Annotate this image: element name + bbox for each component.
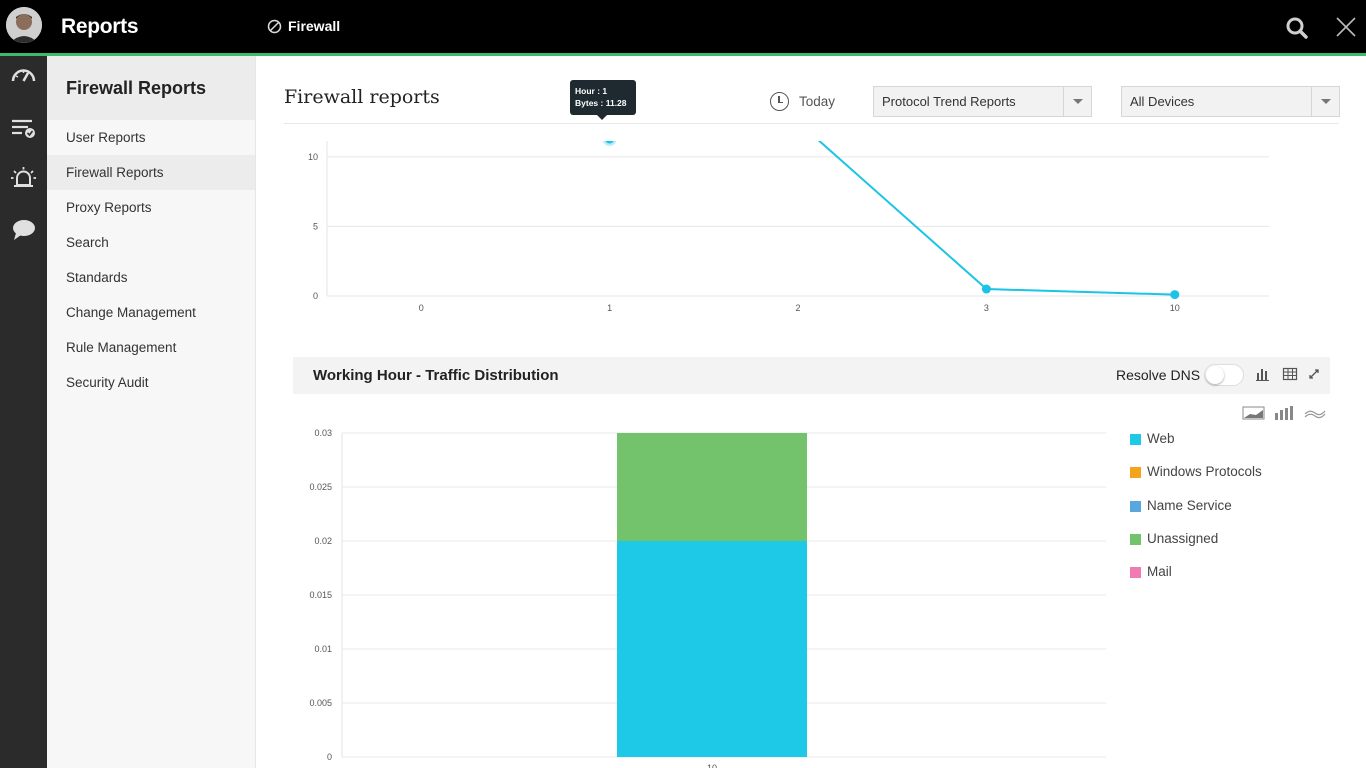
series-line [817, 141, 1175, 296]
header-divider [284, 123, 1339, 124]
bar-segment-unassigned [617, 433, 807, 541]
y-tick-label: 0.005 [309, 698, 332, 708]
legend-label: Name Service [1147, 497, 1232, 513]
sidebar-item-security-audit[interactable]: Security Audit [66, 375, 149, 390]
sidebar-item-search[interactable]: Search [66, 235, 109, 250]
reports-list-icon[interactable] [10, 115, 37, 142]
section-header: Working Hour - Traffic Distribution Reso… [293, 357, 1330, 394]
top-bar: Reports Firewall [0, 0, 1366, 56]
y-tick-label: 0 [327, 752, 332, 762]
breadcrumb-label: Firewall [288, 18, 341, 34]
resolve-dns-label: Resolve DNS [1116, 367, 1201, 383]
main-content: Firewall reports Today Protocol Trend Re… [256, 59, 1366, 768]
clock-icon [770, 92, 789, 111]
y-tick-label: 0 [313, 291, 318, 301]
page-title: Firewall reports [284, 86, 440, 108]
x-tick-label: 0 [419, 303, 424, 313]
legend-swatch [1130, 434, 1141, 445]
search-icon[interactable] [1285, 16, 1309, 40]
legend-label: Mail [1147, 564, 1172, 580]
y-tick-label: 0.01 [314, 644, 332, 654]
legend-item-mail[interactable]: Mail [1130, 564, 1262, 597]
legend-label: Unassigned [1147, 530, 1219, 546]
breadcrumb[interactable]: Firewall [267, 18, 340, 34]
x-tick-label: 10 [1170, 303, 1180, 313]
toggle-knob [1206, 366, 1224, 384]
sidebar-menu: User Reports Firewall Reports Proxy Repo… [47, 120, 255, 400]
device-select[interactable]: All Devices [1121, 86, 1340, 117]
chevron-down-icon [1063, 87, 1091, 116]
legend-swatch [1130, 567, 1141, 579]
period-label: Today [799, 94, 836, 109]
y-tick-label: 0.015 [309, 590, 332, 600]
sidebar-item-user-reports[interactable]: User Reports [66, 130, 146, 145]
bar-chart-icon[interactable] [1255, 366, 1271, 382]
y-tick-label: 5 [313, 221, 318, 231]
x-tick-label: 2 [795, 303, 800, 313]
sidebar-item-rule-management[interactable]: Rule Management [66, 340, 177, 355]
alarm-icon[interactable] [10, 165, 37, 192]
legend-item-windows-protocols[interactable]: Windows Protocols [1130, 464, 1262, 497]
report-type-select[interactable]: Protocol Trend Reports [873, 86, 1092, 117]
tooltip-bytes: Bytes : 11.28 [575, 98, 627, 108]
stacked-bar-icon[interactable] [1274, 405, 1296, 421]
data-point [605, 141, 614, 144]
chevron-down-icon [1311, 87, 1339, 116]
user-avatar[interactable] [6, 7, 42, 43]
bar-segment-web [617, 541, 807, 757]
firewall-icon [267, 19, 282, 33]
device-value: All Devices [1130, 94, 1195, 109]
dashboard-icon[interactable] [10, 62, 37, 89]
sidebar-item-proxy-reports[interactable]: Proxy Reports [66, 200, 152, 215]
data-point [981, 284, 991, 294]
data-point [1170, 290, 1180, 300]
close-icon[interactable] [1334, 15, 1358, 39]
y-tick-label: 0.02 [314, 536, 332, 546]
tooltip-hour: Hour : 1 [575, 86, 608, 96]
table-icon[interactable] [1282, 366, 1298, 382]
resolve-dns-toggle[interactable] [1204, 364, 1244, 386]
legend-item-unassigned[interactable]: Unassigned [1130, 531, 1262, 564]
legend-item-web[interactable]: Web [1130, 431, 1262, 464]
app-title: Reports [61, 15, 139, 38]
x-tick-label: 1 [607, 303, 612, 313]
chat-icon[interactable] [10, 217, 37, 244]
sidebar-item-standards[interactable]: Standards [66, 270, 128, 285]
chart-legend: Web Windows Protocols Name Service Unass… [1130, 431, 1262, 597]
sidebar-item-firewall-reports[interactable]: Firewall Reports [47, 155, 255, 190]
legend-swatch [1130, 500, 1141, 512]
sidebar-title: Firewall Reports [47, 56, 255, 120]
line-chart: 0 5 10 0 1 2 3 10 [308, 141, 1269, 313]
section-title: Working Hour - Traffic Distribution [313, 367, 559, 384]
y-tick-label: 10 [308, 152, 318, 162]
x-tick-label: 10 [707, 763, 717, 768]
report-type-value: Protocol Trend Reports [882, 94, 1016, 109]
legend-swatch [1130, 533, 1141, 545]
legend-swatch [1130, 467, 1141, 479]
area-chart-icon[interactable] [1242, 405, 1266, 421]
period-selector[interactable]: Today [770, 92, 835, 111]
expand-icon[interactable] [1306, 366, 1322, 382]
y-tick-label: 0.03 [314, 428, 332, 438]
stream-chart-icon[interactable] [1304, 405, 1326, 421]
legend-item-name-service[interactable]: Name Service [1130, 498, 1262, 531]
x-tick-label: 3 [984, 303, 989, 313]
sidebar: Firewall Reports User Reports Firewall R… [47, 56, 256, 768]
legend-label: Windows Protocols [1147, 464, 1262, 480]
y-tick-label: 0.025 [309, 482, 332, 492]
icon-rail [0, 56, 47, 768]
hover-halo [602, 141, 617, 147]
sidebar-item-change-management[interactable]: Change Management [66, 305, 196, 320]
legend-label: Web [1147, 431, 1175, 446]
stacked-bar-chart: 0 0.005 0.01 0.015 0.02 0.025 0.03 10 [309, 428, 1106, 768]
chart-tooltip: Hour : 1 Bytes : 11.28 [570, 80, 636, 120]
